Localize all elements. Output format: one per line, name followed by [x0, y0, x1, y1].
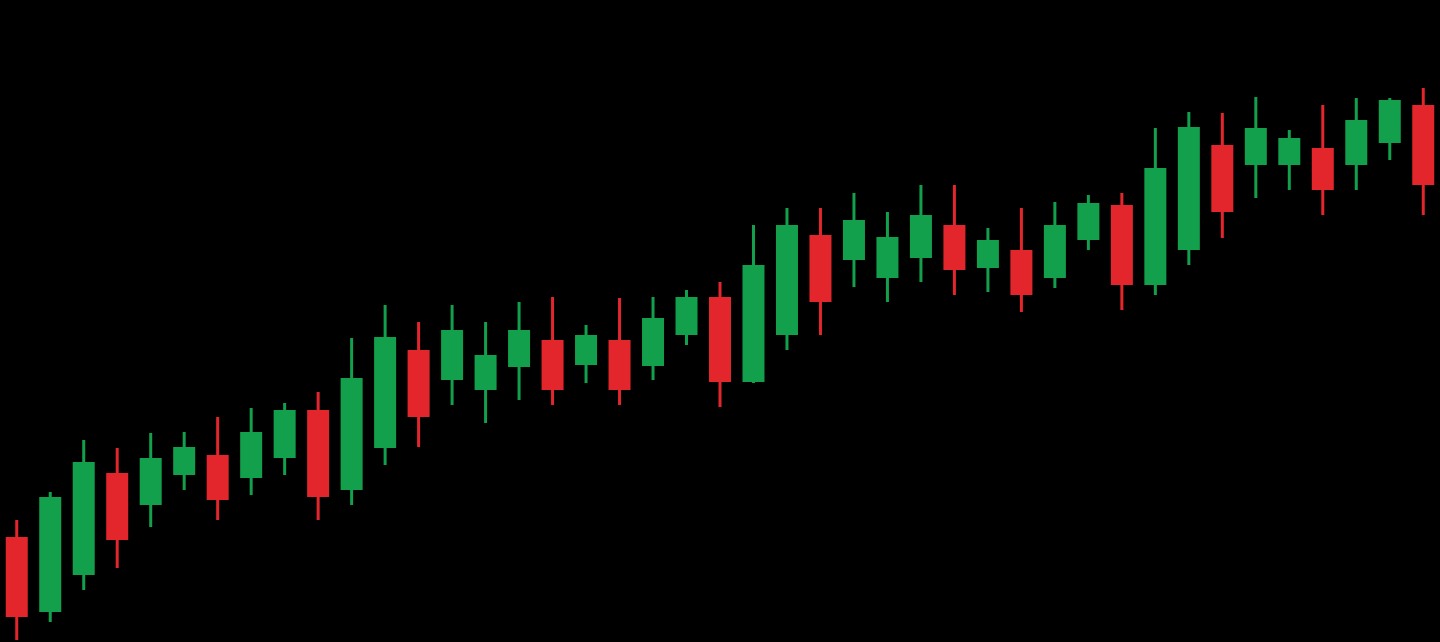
candle-body — [139, 458, 162, 505]
candle-body — [5, 537, 28, 617]
candle-body — [340, 378, 363, 490]
candle-body — [541, 340, 564, 390]
candle-body — [374, 337, 397, 448]
candle-body — [307, 410, 330, 497]
candle-body — [1010, 250, 1033, 295]
candle-body — [1043, 225, 1066, 278]
candle-body — [1311, 148, 1334, 190]
candle-body — [775, 225, 798, 335]
candle-body — [943, 225, 966, 270]
candle-body — [608, 340, 631, 390]
candle-body — [1110, 205, 1133, 285]
candle-body — [809, 235, 832, 302]
candle-body — [240, 432, 263, 478]
candle-body — [1412, 105, 1435, 185]
candle-body — [1177, 127, 1200, 250]
candle-body — [1211, 145, 1234, 212]
candle-body — [642, 318, 665, 366]
candle-body — [876, 237, 899, 278]
candle-body — [173, 447, 196, 475]
candle-body — [273, 410, 296, 458]
candle-body — [407, 350, 430, 417]
candle-body — [72, 462, 95, 575]
candle-body — [206, 455, 229, 500]
candle-body — [976, 240, 999, 268]
candle-body — [39, 497, 62, 612]
candle-body — [1378, 100, 1401, 143]
candle-body — [709, 297, 731, 382]
candle-body — [441, 330, 464, 380]
candle-body — [1077, 203, 1100, 240]
candle-body — [474, 355, 497, 390]
candle-body — [575, 335, 598, 365]
candle-body — [742, 265, 765, 382]
candle-body — [1345, 120, 1368, 165]
candle-body — [106, 473, 129, 540]
candle-body — [842, 220, 865, 260]
candle-body — [1244, 128, 1267, 165]
candle-body — [675, 297, 698, 335]
candle-body — [1144, 168, 1167, 285]
candle-body — [909, 215, 932, 258]
candle-body — [508, 330, 531, 367]
candle-body — [1278, 138, 1301, 165]
